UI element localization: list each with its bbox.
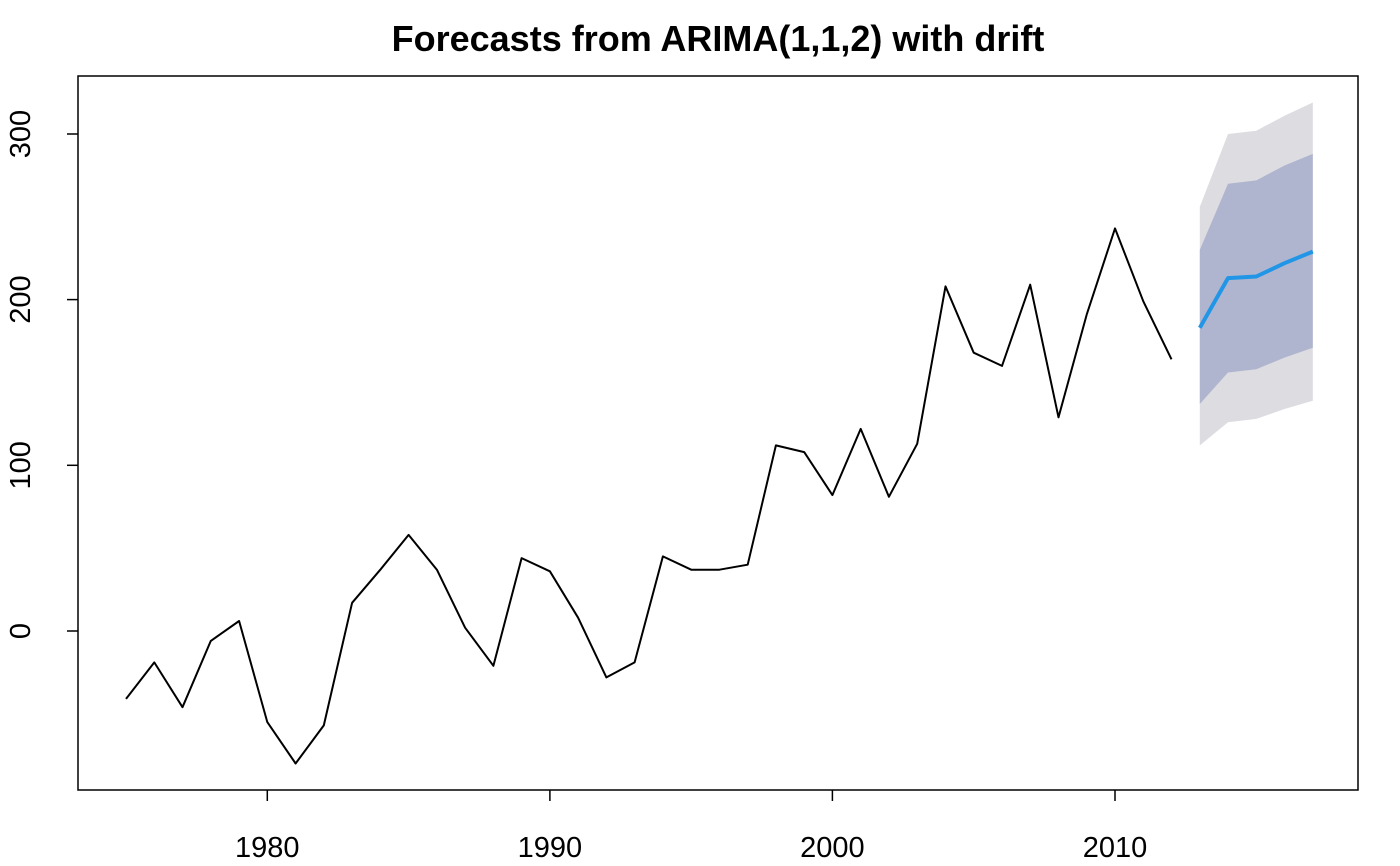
x-axis: 1980 1990 2000 2010 <box>235 790 1147 864</box>
y-axis: 0 100 200 300 <box>5 110 78 639</box>
y-tick-label: 100 <box>5 441 37 489</box>
prediction-interval-80-band <box>1199 153 1313 404</box>
plot-frame <box>77 75 1359 791</box>
x-tick-label: 1980 <box>235 832 300 864</box>
chart-title: Forecasts from ARIMA(1,1,2) with drift <box>392 18 1045 59</box>
observed-series-line <box>125 227 1173 765</box>
y-tick-label: 300 <box>5 110 37 158</box>
forecast-mean-line <box>1198 249 1314 329</box>
y-tick-label: 0 <box>5 623 37 639</box>
y-tick-label: 200 <box>5 275 37 323</box>
x-tick-label: 2000 <box>800 832 865 864</box>
x-tick-label: 2010 <box>1083 832 1148 864</box>
series-layer <box>125 227 1314 765</box>
prediction-interval-80-layer <box>1199 153 1313 404</box>
x-tick-label: 1990 <box>518 832 583 864</box>
